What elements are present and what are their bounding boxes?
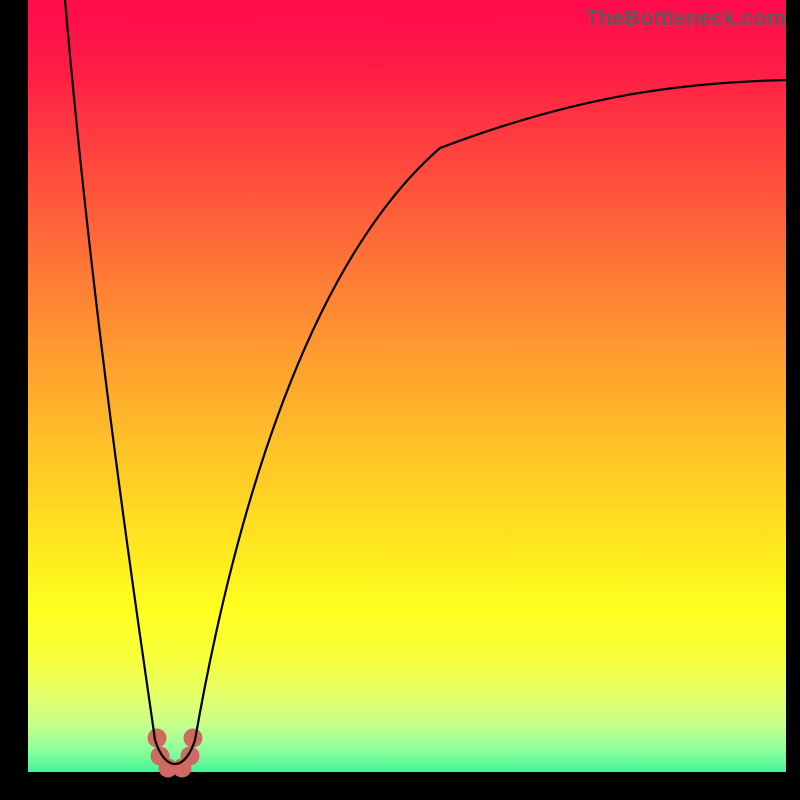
bottleneck-curve [65,0,786,764]
watermark-text: TheBottleneck.com [586,6,786,31]
chart-stage: TheBottleneck.com [0,0,800,800]
chart-border [0,0,800,800]
chart-overlay [0,0,800,800]
bottleneck-dots [148,729,203,778]
